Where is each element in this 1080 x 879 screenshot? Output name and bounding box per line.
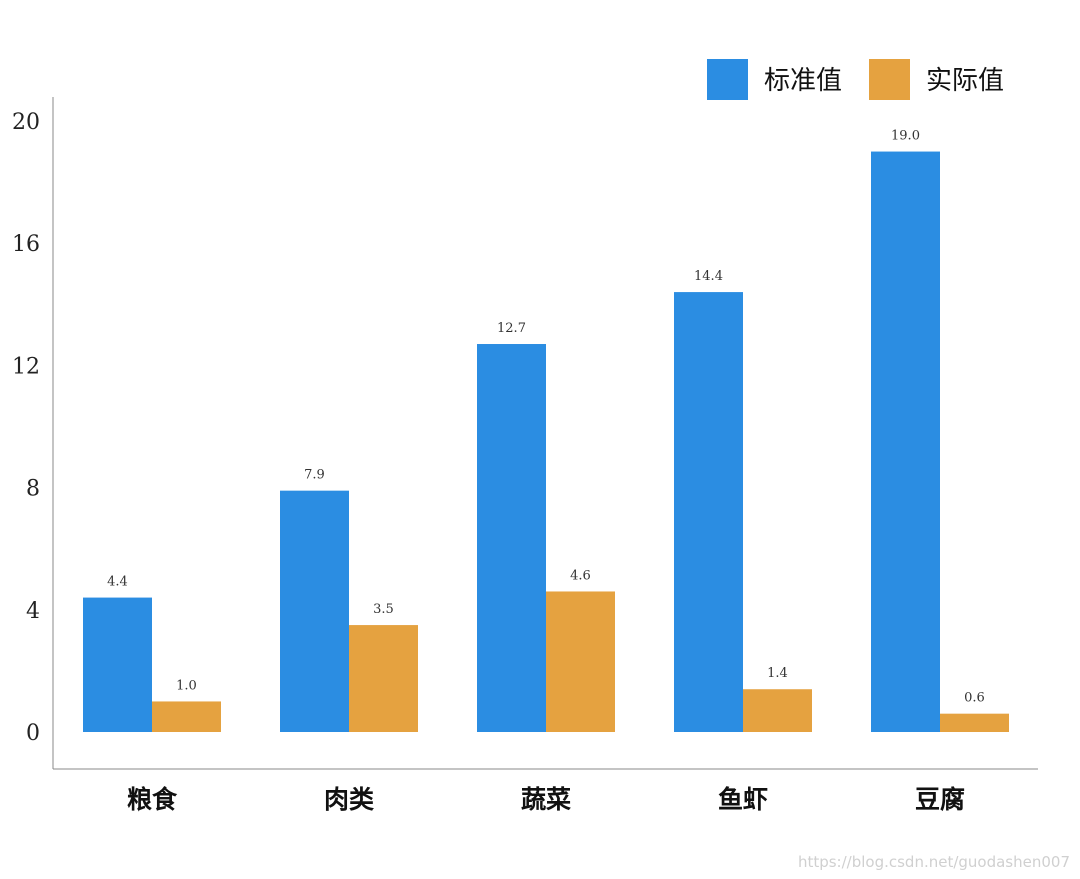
y-tick-label: 20 [12,110,40,135]
axes: 0 4 8 12 16 20 粮食 肉类 蔬菜 鱼虾 豆腐 [12,97,1038,814]
x-tick-label: 蔬菜 [521,785,571,814]
legend-swatch [707,59,748,100]
bar-actual [152,701,221,732]
legend-swatch [869,59,910,100]
bar-actual [743,689,812,732]
bar-standard [280,490,349,732]
x-tick-label: 鱼虾 [718,785,768,814]
data-label: 0.6 [964,691,985,706]
data-label: 19.0 [891,129,920,144]
data-label: 1.4 [767,666,788,681]
bar-standard [871,151,940,733]
legend-label: 标准值 [764,66,842,96]
bar-actual [349,625,418,732]
y-tick-label: 16 [12,232,40,257]
data-label: 7.9 [304,468,325,483]
bar-standard [477,344,546,732]
bar-actual [940,713,1009,732]
legend-label: 实际值 [926,66,1004,96]
data-label: 1.0 [176,678,197,693]
legend: 标准值 实际值 [707,59,1004,100]
x-tick-label: 豆腐 [915,785,965,814]
bar-actual [546,591,615,732]
y-tick-label: 4 [26,599,40,624]
y-tick-label: 8 [26,477,40,502]
data-label: 12.7 [497,321,526,336]
y-tick-label: 0 [26,721,40,746]
data-label: 4.4 [107,575,128,590]
x-tick-label: 粮食 [127,785,178,814]
bars: 4.4 1.0 7.9 3.5 12.7 4.6 14.4 1.4 19.0 0.6 [83,129,1009,733]
bar-standard [674,292,743,732]
y-tick-label: 12 [12,354,40,379]
x-tick-label: 肉类 [324,785,375,814]
data-label: 3.5 [373,602,394,617]
bar-standard [83,597,152,732]
watermark: https://blog.csdn.net/guodashen007 [797,853,1070,871]
data-label: 4.6 [570,568,591,583]
data-label: 14.4 [694,269,723,284]
